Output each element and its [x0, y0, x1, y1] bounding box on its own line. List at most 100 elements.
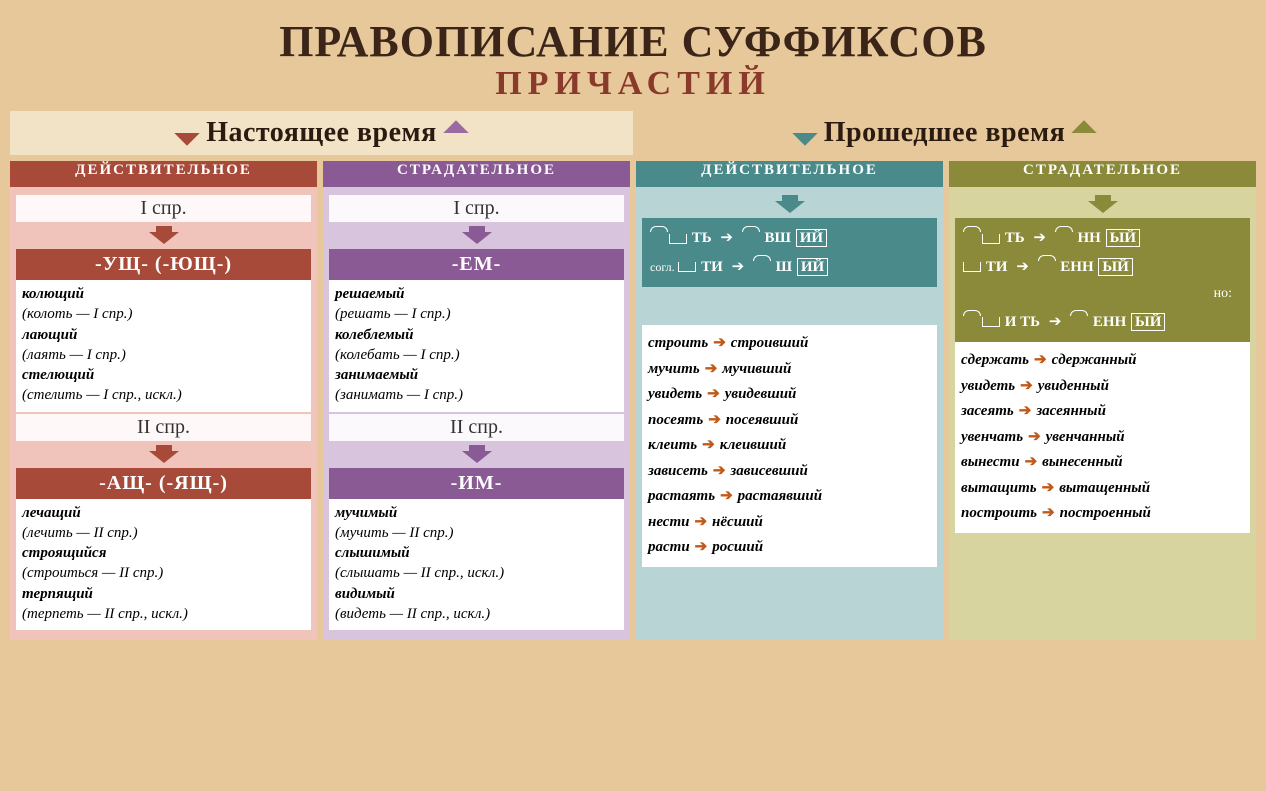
suffix-roof-icon: [1070, 310, 1088, 316]
example-note: (колоть — I спр.): [22, 304, 305, 324]
down-arrow-icon: [462, 226, 492, 242]
arrow-icon: [732, 253, 745, 282]
suffix-roof-icon: [753, 255, 771, 261]
pair-source: увидеть: [961, 378, 1015, 394]
col-passive-past: СТРАДАТЕЛЬНОЕ ТЬ НН ЫЙ ТИ: [949, 161, 1256, 640]
pair-source: строить: [648, 335, 708, 351]
col-active-present: ДЕЙСТВИТЕЛЬНОЕ I спр. -УЩ- (-ЮЩ-) колющи…: [10, 161, 317, 640]
conjugation-label: I спр.: [329, 195, 624, 222]
arrow-icon: ➔: [1028, 429, 1041, 445]
pair-source: мучить: [648, 361, 700, 377]
suffix-roof-icon: [1055, 226, 1073, 232]
example-word: лечащий: [22, 505, 81, 521]
example-note: (мучить — II спр.): [335, 523, 618, 543]
pair-source: увенчать: [961, 429, 1023, 445]
pair-source: увидеть: [648, 386, 702, 402]
pair-result: посеявший: [726, 412, 799, 428]
pair-result: засеянный: [1036, 403, 1106, 419]
present-label: Настоящее время: [206, 117, 437, 149]
ending-box-icon: [982, 317, 1000, 327]
arrow-icon: ➔: [713, 463, 726, 479]
ending-box-icon: [963, 262, 981, 272]
suffix-bar: -АЩ- (-ЯЩ-): [16, 468, 311, 499]
pair-source: расти: [648, 539, 690, 555]
examples-block: колющий (колоть — I спр.) лающий (лаять …: [16, 280, 311, 412]
title-block: ПРАВОПИСАНИЕ СУФФИКСОВ ПРИЧАСТИЙ: [10, 10, 1256, 107]
rule-pre: согл.: [650, 260, 675, 274]
arrow-icon: ➔: [1025, 454, 1038, 470]
down-arrow-icon: [775, 195, 805, 211]
example-note: (терпеть — II спр., искл.): [22, 604, 305, 624]
pair-result: росший: [712, 539, 763, 555]
arrow-icon: [174, 120, 199, 145]
arrow-icon: [1033, 224, 1046, 253]
arrow-icon: [1016, 253, 1029, 282]
arrow-icon: ➔: [707, 386, 720, 402]
example-note: (видеть — II спр., искл.): [335, 604, 618, 624]
pair-result: увенчанный: [1046, 429, 1125, 445]
example-note: (занимать — I спр.): [335, 385, 618, 405]
example-word: лающий: [22, 327, 77, 343]
ending-box: ЫЙ: [1106, 229, 1140, 247]
arrow-icon: ➔: [720, 488, 733, 504]
example-word: терпящий: [22, 586, 93, 602]
pair-result: нёсший: [712, 514, 763, 530]
arrow-icon: ➔: [1019, 403, 1032, 419]
rule-text: ТЬ: [692, 230, 712, 246]
arrow-icon: ➔: [1042, 505, 1055, 521]
arrow-icon: ➔: [705, 361, 718, 377]
examples-block: лечащий (лечить — II спр.) строящийся (с…: [16, 499, 311, 631]
ending-box: ЫЙ: [1098, 258, 1132, 276]
pair-source: сдержать: [961, 352, 1029, 368]
suffix-roof-icon: [742, 226, 760, 232]
pair-result: клеивший: [720, 437, 786, 453]
pair-source: вытащить: [961, 480, 1037, 496]
suffix-roof-icon: [963, 226, 981, 232]
rule-text: Ш: [776, 259, 792, 275]
ending-box: ИЙ: [797, 258, 828, 276]
examples-block: решаемый (решать — I спр.) колеблемый (к…: [329, 280, 624, 412]
pair-result: увиденный: [1038, 378, 1109, 394]
pair-result: растаявший: [738, 488, 822, 504]
rule-bar: ТЬ ВШ ИЙ согл. ТИ Ш ИЙ: [642, 218, 937, 287]
arrow-icon: [443, 120, 468, 145]
examples-block: мучимый (мучить — II спр.) слышимый (слы…: [329, 499, 624, 631]
arrow-icon: ➔: [713, 335, 726, 351]
pair-source: вынести: [961, 454, 1020, 470]
pair-source: клеить: [648, 437, 697, 453]
arrow-icon: ➔: [708, 412, 721, 428]
example-word: стелющий: [22, 367, 94, 383]
pair-source: построить: [961, 505, 1037, 521]
rule-text: ТИ: [701, 259, 723, 275]
arrow-icon: [1049, 308, 1062, 337]
arrow-icon: ➔: [1020, 378, 1033, 394]
suffix-bar: -ЕМ-: [329, 249, 624, 280]
arrow-icon: [792, 120, 817, 145]
pair-result: сдержанный: [1052, 352, 1137, 368]
suffix-roof-icon: [1038, 255, 1056, 261]
rule-text: НН: [1078, 230, 1101, 246]
ending-box-icon: [669, 234, 687, 244]
example-word: строящийся: [22, 545, 106, 561]
example-note: (колебать — I спр.): [335, 345, 618, 365]
pair-source: посеять: [648, 412, 703, 428]
suffix-roof-icon: [963, 310, 981, 316]
rule-text: И ТЬ: [1005, 314, 1040, 330]
example-note: (стелить — I спр., искл.): [22, 385, 305, 405]
poster-frame: ПРАВОПИСАНИЕ СУФФИКСОВ ПРИЧАСТИЙ Настоящ…: [0, 0, 1266, 791]
pair-result: строивший: [731, 335, 809, 351]
pair-source: растаять: [648, 488, 715, 504]
pair-result: увидевший: [725, 386, 797, 402]
example-note: (лаять — I спр.): [22, 345, 305, 365]
arrow-icon: [1072, 120, 1097, 145]
rule-text: ЕНН: [1093, 314, 1126, 330]
arrow-icon: ➔: [694, 514, 707, 530]
tense-present: Настоящее время: [10, 111, 633, 155]
rule-bar: ТЬ НН ЫЙ ТИ ЕНН ЫЙ но:: [955, 218, 1250, 342]
down-arrow-icon: [462, 445, 492, 461]
ending-box-icon: [982, 234, 1000, 244]
col-active-past: ДЕЙСТВИТЕЛЬНОЕ ТЬ ВШ ИЙ согл.: [636, 161, 943, 640]
rule-but: но:: [963, 281, 1242, 308]
suffix-roof-icon: [650, 226, 668, 232]
arrow-icon: [720, 224, 733, 253]
